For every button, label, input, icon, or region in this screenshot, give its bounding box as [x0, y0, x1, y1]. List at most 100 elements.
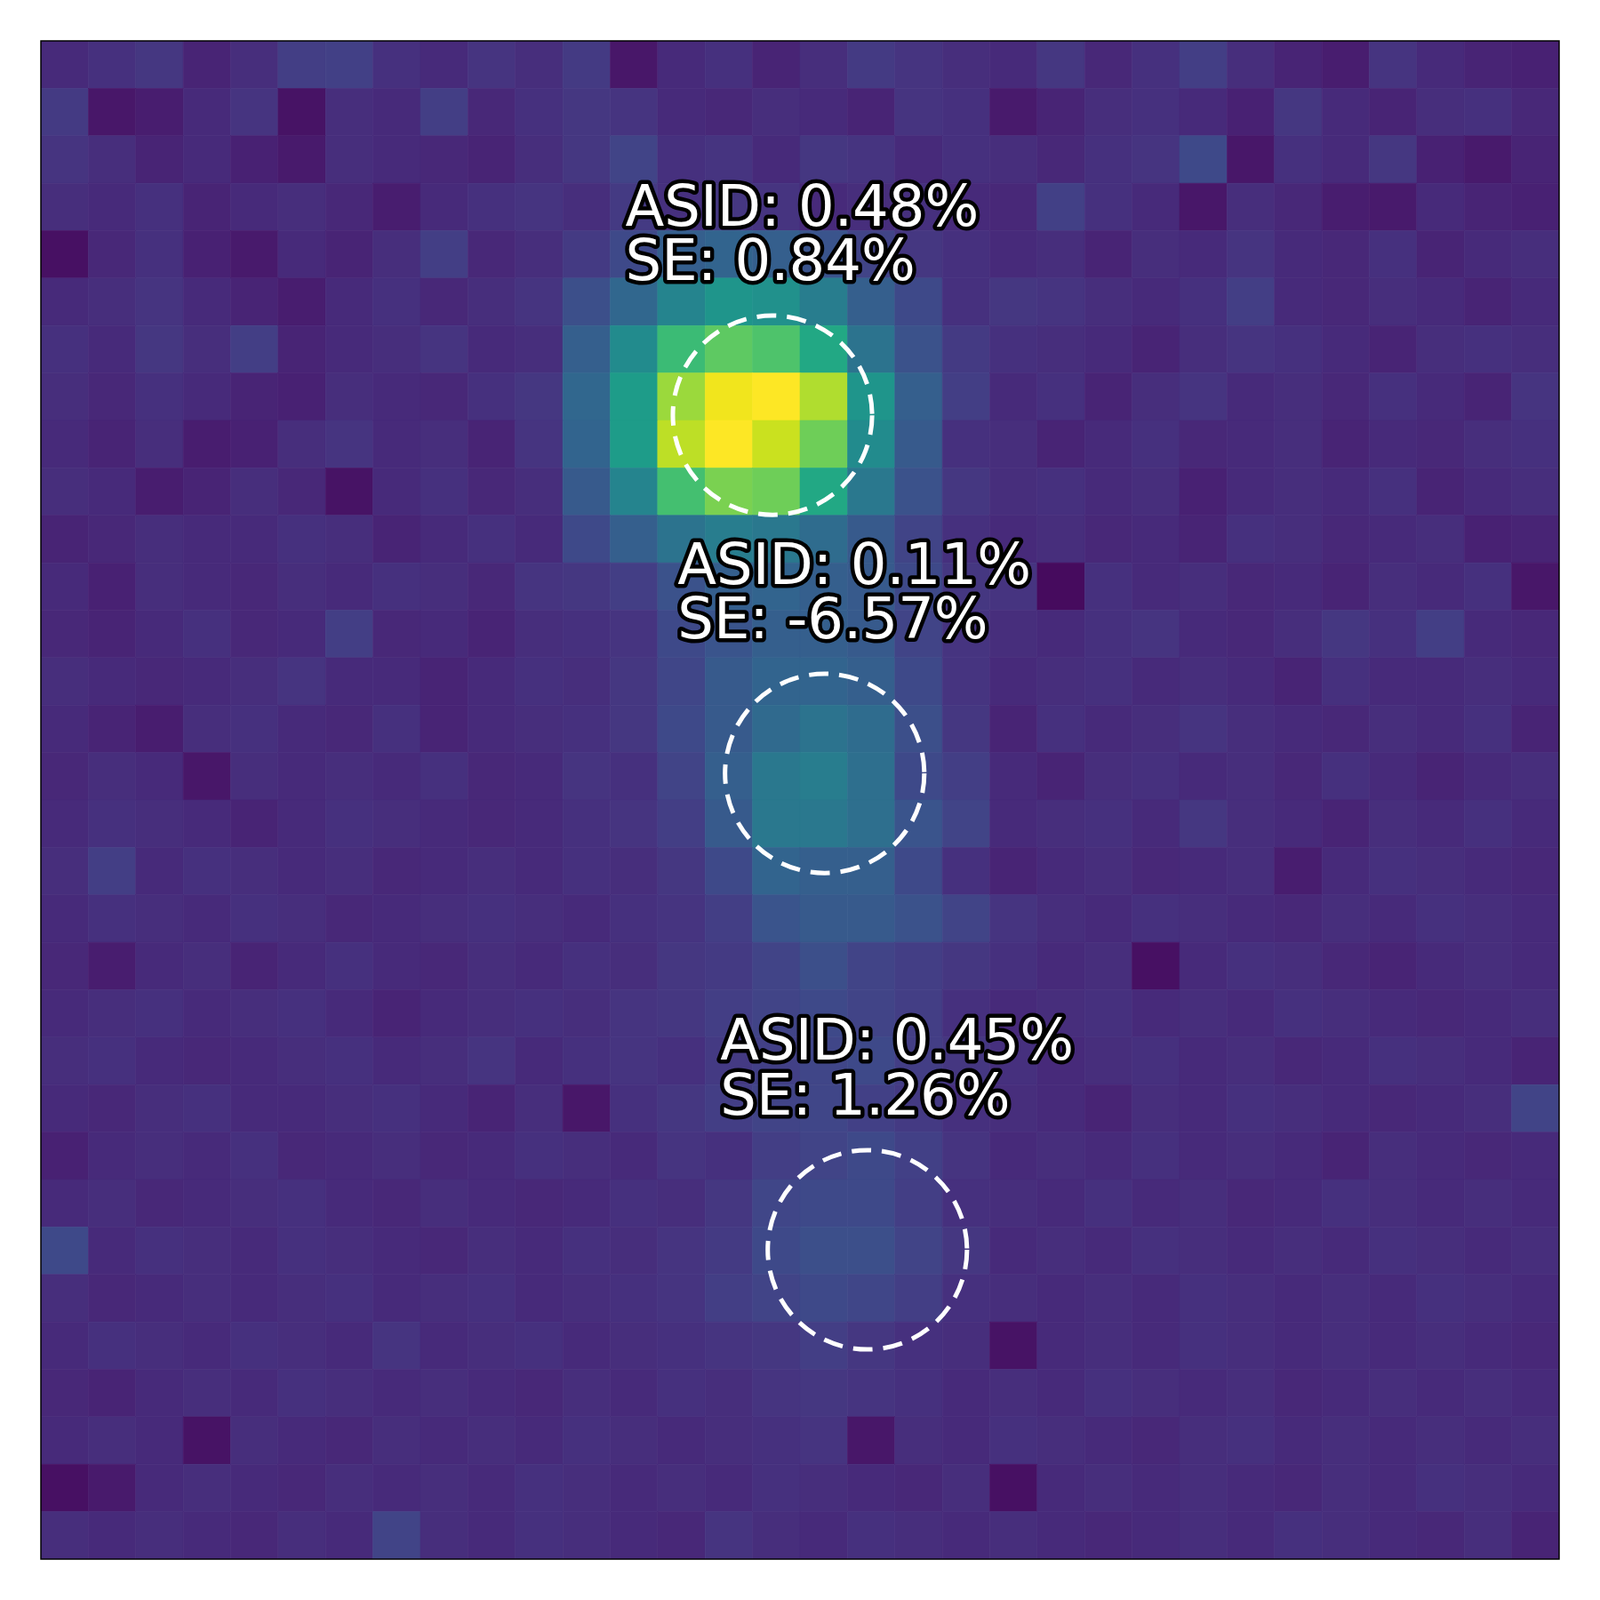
heatmap-cell: [610, 1416, 658, 1464]
heatmap-cell: [1464, 1037, 1512, 1085]
heatmap-cell: [183, 1416, 231, 1464]
heatmap-cell: [136, 420, 184, 468]
heatmap-cell: [1512, 1321, 1560, 1369]
heatmap-cell: [610, 1226, 658, 1274]
heatmap-cell: [183, 800, 231, 848]
heatmap-cell: [40, 704, 88, 752]
heatmap-cell: [1084, 467, 1132, 515]
heatmap-cell: [1226, 1084, 1274, 1132]
heatmap-cell: [325, 1037, 373, 1085]
heatmap-cell: [704, 1132, 752, 1180]
heatmap-cell: [1132, 704, 1180, 752]
heatmap-cell: [1512, 1132, 1560, 1180]
heatmap-cell: [1084, 1226, 1132, 1274]
heatmap-cell: [136, 562, 184, 610]
heatmap-cell: [467, 373, 515, 421]
heatmap-cell: [467, 847, 515, 895]
heatmap-cell: [942, 1132, 990, 1180]
heatmap-cell: [1274, 990, 1322, 1038]
heatmap-cell: [1274, 752, 1322, 800]
heatmap-cell: [610, 610, 658, 658]
heatmap-cell: [1037, 40, 1085, 88]
heatmap-cell: [88, 1226, 136, 1274]
heatmap-cell: [136, 40, 184, 88]
heatmap-cell: [515, 942, 563, 990]
heatmap-cell: [183, 942, 231, 990]
heatmap-cell: [1226, 373, 1274, 421]
heatmap-cell: [325, 990, 373, 1038]
heatmap-cell: [1369, 325, 1417, 373]
heatmap-cell: [657, 1226, 705, 1274]
heatmap-cell: [1132, 657, 1180, 705]
heatmap-cell: [610, 1512, 658, 1560]
heatmap-cell: [183, 895, 231, 943]
heatmap-cell: [467, 278, 515, 326]
heatmap-cell: [657, 467, 705, 515]
heatmap-cell: [1321, 420, 1369, 468]
heatmap-cell: [1369, 704, 1417, 752]
heatmap-cell: [610, 515, 658, 563]
heatmap-cell: [278, 40, 326, 88]
heatmap-cell: [373, 562, 421, 610]
heatmap-cell: [1132, 800, 1180, 848]
heatmap-cell: [1321, 40, 1369, 88]
heatmap-cell: [562, 40, 610, 88]
heatmap-cell: [610, 657, 658, 705]
heatmap-cell: [800, 88, 848, 136]
heatmap-cell: [1132, 1037, 1180, 1085]
heatmap-cell: [1037, 752, 1085, 800]
heatmap-cell: [1464, 183, 1512, 231]
heatmap-cell: [1416, 990, 1464, 1038]
heatmap-cell: [420, 278, 468, 326]
heatmap-cell: [325, 1321, 373, 1369]
heatmap-cell: [231, 1037, 279, 1085]
heatmap-cell: [88, 1321, 136, 1369]
heatmap-cell: [136, 752, 184, 800]
heatmap-cell: [183, 88, 231, 136]
heatmap-cell: [278, 1512, 326, 1560]
heatmap-cell: [40, 895, 88, 943]
heatmap-cell: [1132, 1512, 1180, 1560]
heatmap-cell: [1132, 1226, 1180, 1274]
heatmap-cell: [515, 325, 563, 373]
annotations: ASID: 0.48%SE: 0.84%ASID: 0.11%SE: -6.57…: [625, 173, 1075, 1128]
heatmap-cell: [1084, 657, 1132, 705]
heatmap-cell: [183, 1179, 231, 1227]
heatmap-cell: [1226, 325, 1274, 373]
heatmap-cell: [136, 278, 184, 326]
heatmap-cell: [562, 942, 610, 990]
heatmap-cell: [895, 657, 943, 705]
heatmap-cell: [847, 1416, 895, 1464]
heatmap-cell: [467, 325, 515, 373]
heatmap-cell: [610, 467, 658, 515]
heatmap-cell: [1321, 562, 1369, 610]
annotation-text: SE: -6.57%: [677, 585, 988, 652]
heatmap-cell: [467, 704, 515, 752]
heatmap-cell: [752, 325, 800, 373]
heatmap-cell: [1321, 847, 1369, 895]
heatmap-cell: [183, 562, 231, 610]
heatmap-cell: [657, 420, 705, 468]
heatmap-cell: [420, 1226, 468, 1274]
heatmap-cell: [657, 990, 705, 1038]
heatmap-cell: [1464, 1179, 1512, 1227]
heatmap-cell: [88, 515, 136, 563]
heatmap-cell: [515, 183, 563, 231]
heatmap-cell: [231, 373, 279, 421]
heatmap-cell: [1226, 704, 1274, 752]
heatmap-cell: [562, 1037, 610, 1085]
heatmap-cell: [704, 1179, 752, 1227]
heatmap-cell: [515, 610, 563, 658]
heatmap-cell: [183, 1369, 231, 1417]
heatmap-cell: [942, 467, 990, 515]
heatmap-cell: [562, 752, 610, 800]
heatmap-cell: [657, 942, 705, 990]
heatmap-cell: [1037, 1512, 1085, 1560]
heatmap-cell: [610, 1037, 658, 1085]
heatmap-cell: [704, 40, 752, 88]
heatmap-cell: [800, 373, 848, 421]
heatmap-cell: [1274, 1084, 1322, 1132]
heatmap-cell: [183, 278, 231, 326]
heatmap-cell: [1464, 88, 1512, 136]
heatmap-cell: [231, 467, 279, 515]
